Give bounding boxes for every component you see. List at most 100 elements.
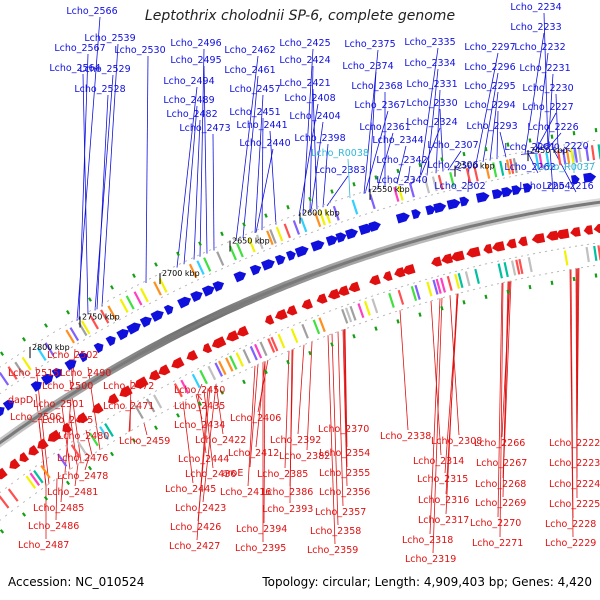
guide-dot [490, 261, 494, 264]
outer-feature-bar [44, 342, 55, 357]
bottom-gene-label: Lcho_2436 [185, 469, 236, 480]
guide-dot [466, 162, 470, 165]
guide-dot [268, 247, 272, 250]
top-leader-line [269, 130, 277, 225]
inner-feature-bar [218, 360, 227, 376]
guide-dot [274, 245, 278, 247]
bottom-gene-label: Lcho_2229 [545, 538, 596, 549]
guide-dot [322, 312, 326, 315]
guide-dot [124, 315, 128, 318]
guide-dot [388, 205, 392, 208]
guide-dot [370, 188, 374, 190]
outer-feature-bar [153, 281, 162, 296]
green-marker [220, 390, 224, 395]
plus-gene [233, 271, 247, 283]
top-gene-label: Lcho_2441 [236, 120, 287, 131]
inner-feature-bar [410, 285, 418, 302]
guide-dot [538, 251, 542, 254]
top-gene-label: Lcho_2262 [504, 162, 555, 173]
top-leader-line [255, 148, 274, 233]
guide-dot [520, 173, 524, 176]
guide-dot [250, 231, 254, 233]
guide-dot [322, 227, 326, 229]
guide-dot [208, 273, 212, 276]
green-marker [66, 310, 70, 315]
guide-dot [454, 293, 458, 295]
guide-dot [148, 393, 152, 396]
guide-dot [508, 257, 512, 260]
plus-gene [177, 296, 192, 309]
guide-dot [550, 146, 554, 148]
minus-gene [286, 305, 298, 316]
bottom-leader-line [197, 383, 203, 394]
kbp-ruler: 2800 kbp 2750 kbp 2700 kbp 2650 kbp 2600 kbp… [29, 146, 568, 359]
guide-dot [310, 231, 314, 234]
bottom-leader-line [215, 384, 224, 435]
bottom-leader-line [429, 298, 441, 535]
guide-dot [64, 471, 68, 474]
guide-dot [514, 279, 518, 281]
outer-feature-bar [0, 371, 10, 386]
guide-dot [376, 316, 380, 319]
inner-feature-bar [104, 423, 114, 437]
top-gene-label: Lcho_2462 [224, 45, 275, 56]
guide-dot [424, 173, 428, 175]
top-gene-label: Lcho_2302 [434, 181, 485, 192]
guide-dot [106, 300, 110, 302]
guide-dot [316, 206, 320, 208]
guide-dot [232, 238, 236, 241]
guide-dot [244, 233, 248, 236]
bottom-leader-line [445, 293, 458, 515]
guide-dot [478, 182, 482, 185]
guide-dot [190, 370, 194, 373]
guide-dot [286, 240, 290, 243]
top-gene-label: Lcho_2306 [427, 160, 478, 171]
guide-dot [238, 260, 242, 262]
bottom-gene-label: dapD [8, 395, 33, 406]
guide-dot [40, 364, 44, 367]
top-gene-label: Lcho_2331 [406, 79, 457, 90]
guide-dot [514, 152, 518, 154]
inner-feature-bar [235, 352, 244, 367]
guide-dot [274, 221, 278, 224]
guide-dot [112, 414, 116, 417]
green-marker [418, 312, 422, 317]
guide-dot [592, 139, 596, 142]
inner-feature-bar [563, 250, 569, 266]
top-leader-line [419, 127, 441, 178]
top-gene-label: Lcho_2375 [344, 39, 395, 50]
top-leader-line [419, 47, 439, 178]
ruler-label: 2450 kbp [530, 146, 568, 155]
top-leader-line [347, 158, 351, 199]
guide-dot [562, 247, 566, 249]
guide-dot [406, 306, 410, 309]
plus-gene [93, 342, 104, 354]
inner-feature-bar [290, 328, 299, 344]
top-leader-line [302, 48, 314, 215]
top-leader-lines [76, 12, 577, 321]
guide-dot [136, 425, 140, 428]
guide-dot [124, 407, 128, 410]
guide-dot [100, 303, 104, 306]
bottom-leader-line [143, 422, 148, 436]
inner-feature-bar [457, 272, 464, 289]
guide-dot [154, 415, 158, 418]
green-marker [352, 334, 356, 339]
guide-dot [412, 176, 416, 178]
bottom-gene-label: Lcho_2502 [47, 350, 98, 361]
guide-dot [442, 191, 446, 193]
guide-dot [22, 500, 26, 504]
outer-feature-bar [505, 159, 512, 175]
outer-feature-bar [255, 234, 264, 250]
guide-dot [466, 290, 470, 292]
plus-gene [190, 291, 203, 303]
bottom-leader-line [331, 333, 339, 526]
bottom-leader-line [289, 349, 293, 504]
top-leader-line [82, 73, 89, 315]
top-gene-label: Lcho_2296 [464, 62, 515, 73]
bottom-leader-line [84, 456, 90, 471]
outer-feature-bar [569, 148, 575, 164]
bottom-gene-label: Lcho_2395 [235, 543, 286, 554]
plus-gene [261, 259, 275, 271]
guide-dot [250, 254, 254, 257]
